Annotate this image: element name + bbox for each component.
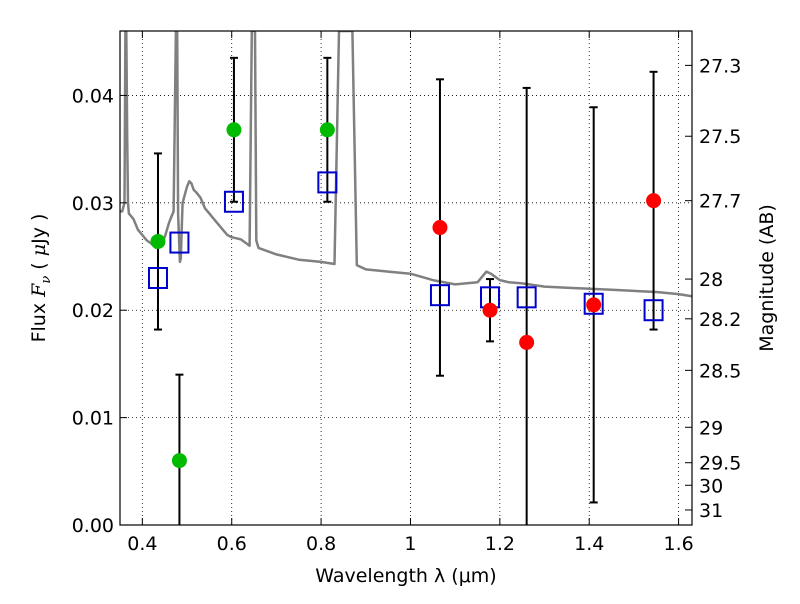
x-tick-label: 0.4 bbox=[127, 533, 157, 555]
model-photometry-square bbox=[583, 292, 604, 315]
x-tick-label: 1.2 bbox=[485, 533, 515, 555]
y2-axis-title: Magnitude (AB) bbox=[756, 204, 778, 352]
x-tick-label: 0.8 bbox=[306, 533, 336, 555]
y-tick-label: 0.03 bbox=[72, 193, 114, 215]
observed-point-green bbox=[150, 233, 166, 249]
observed-point-red bbox=[432, 220, 448, 236]
y-axis-title-mu: μ bbox=[28, 244, 50, 256]
model-photometry-square bbox=[147, 267, 168, 289]
observed-point-green bbox=[319, 122, 335, 138]
y2-tick-label: 28.2 bbox=[699, 309, 741, 331]
x-tick-label: 1.6 bbox=[663, 533, 693, 555]
y-axis-title-sub: ν bbox=[39, 276, 54, 284]
y-axis-title: Flux Fν ( μJy ) bbox=[28, 214, 54, 343]
observed-point-red bbox=[646, 193, 662, 209]
y2-tick-label: 29.5 bbox=[699, 453, 741, 475]
y-axis-title-unit: Jy ) bbox=[28, 214, 50, 245]
y2-tick-label: 28.5 bbox=[699, 360, 741, 382]
y2-tick-label: 31 bbox=[699, 500, 723, 522]
y-axis-title-var: F bbox=[28, 283, 50, 298]
y2-tick-label: 29 bbox=[699, 417, 723, 439]
observed-point-red bbox=[586, 297, 602, 313]
y2-tick-label: 27.7 bbox=[699, 191, 741, 213]
model-photometry-square bbox=[317, 171, 338, 194]
y2-tick-label: 27.5 bbox=[699, 126, 741, 148]
y-tick-label: 0.01 bbox=[72, 408, 114, 430]
model-photometry-square bbox=[516, 286, 537, 309]
x-tick-label: 1.4 bbox=[574, 533, 604, 555]
y2-tick-label: 28 bbox=[699, 269, 723, 291]
observed-point-red bbox=[482, 302, 498, 318]
observed-point-green bbox=[226, 122, 242, 138]
x-tick-label: 0.6 bbox=[217, 533, 247, 555]
model-photometry-square bbox=[169, 231, 190, 254]
observed-point-red bbox=[519, 334, 535, 350]
axis-ticks: 0.4 0.6 0.8 1 1.2 1.4 1.6 0.00 0.01 0.02 0.03 0.04 2… bbox=[72, 31, 741, 555]
model-photometry-square bbox=[643, 299, 664, 322]
model-photometry-square bbox=[429, 284, 450, 307]
y2-tick-label: 27.3 bbox=[699, 55, 741, 77]
plot-frame bbox=[119, 30, 693, 526]
y-tick-label: 0.02 bbox=[72, 300, 114, 322]
model-photometry-square bbox=[223, 190, 244, 213]
y-axis-title-pre: Flux bbox=[28, 297, 50, 343]
y-axis-title-paren: ( bbox=[28, 256, 50, 276]
y2-tick-label: 30 bbox=[699, 475, 723, 497]
y-tick-label: 0.04 bbox=[72, 85, 114, 107]
observed-point-green bbox=[171, 453, 187, 469]
y-tick-label: 0.00 bbox=[72, 515, 114, 537]
x-axis-title: Wavelength λ (μm) bbox=[315, 565, 496, 587]
x-tick-label: 1 bbox=[404, 533, 416, 555]
plot-area bbox=[120, 31, 692, 525]
